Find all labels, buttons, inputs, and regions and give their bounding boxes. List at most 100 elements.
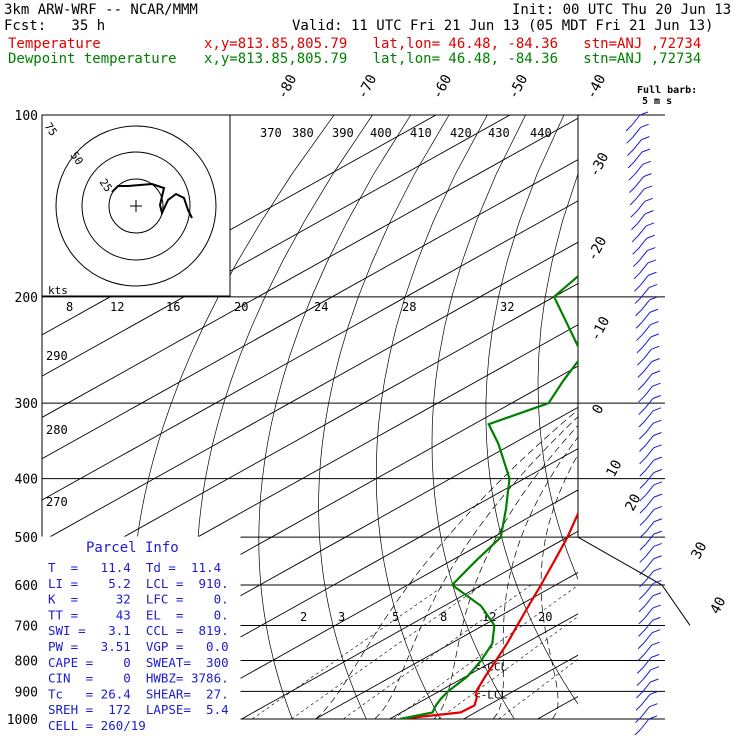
wind-barb (638, 419, 662, 440)
wind-barb-staff (645, 496, 655, 508)
wind-barb-staff (643, 361, 653, 372)
wind-barb-staff (642, 336, 652, 348)
pressure-label: 600 (15, 579, 38, 594)
parcel-info-row: T = 11.4 Td = 11.4 (48, 560, 221, 575)
theta-label: 390 (332, 126, 354, 140)
wind-scale-label: 20 (234, 300, 248, 314)
wind-barb-flag (652, 407, 662, 412)
isotherm-line (42, 115, 511, 377)
wind-barb-staff (639, 469, 647, 477)
wind-barb-flag (640, 123, 649, 128)
wind-scale-label: 12 (110, 300, 124, 314)
wind-barb (638, 616, 661, 637)
wind-barb-staff (638, 250, 648, 261)
wind-barb-flag (653, 444, 662, 449)
wind-barb-flag (649, 690, 659, 695)
pressure-label: 100 (15, 109, 38, 124)
parcel-info-row: CELL = 260/19 (48, 718, 146, 733)
pressure-label: 400 (15, 473, 38, 488)
wind-barb-staff (639, 531, 647, 539)
wind-barb-staff (643, 632, 653, 644)
pressure-label: 700 (15, 619, 38, 634)
wind-barb (634, 715, 658, 736)
wind-barb-staff (638, 432, 646, 440)
wind-barb-flag (648, 284, 658, 289)
wind-barb (637, 358, 660, 378)
wind-barb-staff (642, 681, 651, 693)
wind-barb-flag (653, 579, 662, 584)
wind-barb-staff (645, 484, 655, 496)
wind-barb-staff (640, 718, 650, 730)
theta-label: 280 (46, 423, 68, 437)
wind-barb (639, 469, 663, 489)
wind-barb-staff (640, 274, 649, 286)
wind-barb (638, 395, 661, 415)
wind-scale-label: 8 (66, 300, 73, 314)
wind-barb (639, 567, 662, 588)
wind-barb-staff (634, 284, 641, 292)
wind-barb-flag (653, 432, 662, 436)
wind-barb-staff (632, 247, 640, 255)
wind-barb (634, 271, 657, 292)
hodograph-ring (55, 125, 217, 287)
wind-barb (636, 678, 659, 699)
parcel-info-row: Tc = 26.4 SHEAR= 27. (48, 686, 229, 701)
wind-barb (637, 345, 660, 366)
parcel-info-row: LI = 5.2 LCL = 910. (48, 576, 229, 591)
wind-barb-staff (627, 161, 635, 169)
wind-barb-staff (639, 262, 649, 274)
wind-barb-flag (650, 678, 659, 683)
moist-adiabat (492, 436, 578, 719)
wind-barb-staff (629, 198, 637, 206)
hodograph-ring-label: 25 (97, 176, 115, 194)
wind-barb (638, 407, 662, 428)
theta-label: 370 (260, 126, 282, 140)
wind-barb-staff (645, 509, 655, 520)
wind-barb-staff (639, 519, 647, 526)
moist-adiabat (374, 416, 578, 719)
hodograph-units: kts (48, 284, 68, 297)
pressure-label: 500 (15, 531, 38, 546)
wind-barb-flag (653, 493, 663, 498)
dry-adiabat (375, 115, 488, 719)
moist-adiabat (433, 424, 578, 719)
pressure-label: 300 (15, 397, 38, 412)
wind-barb (635, 308, 659, 329)
wind-barb-flag (648, 715, 658, 720)
isotherm-label: -20 (584, 234, 610, 264)
wind-barb-staff (637, 654, 645, 662)
wind-barb-staff (637, 225, 647, 237)
wind-barb-flag (650, 321, 659, 326)
wind-barb-staff (638, 617, 646, 625)
wind-barb-flag (653, 505, 663, 510)
wind-barb-staff (630, 210, 638, 218)
wind-barb (638, 592, 662, 613)
hodograph-ring-label: 75 (42, 120, 60, 138)
mixing-ratio-label: 5 (392, 610, 399, 624)
parcel-info-row: CIN = 0 HWBZ= 3786. (48, 671, 229, 686)
wind-barb-staff (634, 728, 642, 736)
forecast-hour: Fcst: 35 h (4, 18, 106, 34)
wind-barb (625, 111, 649, 132)
wind-barb-staff (632, 260, 640, 267)
wind-barb-staff (644, 583, 654, 594)
theta-label: 380 (292, 126, 314, 140)
wind-barb-flag (641, 136, 650, 141)
dry-adiabat (589, 115, 740, 732)
isotherm-line (663, 115, 740, 732)
isotherm-label: -70 (354, 72, 380, 102)
wind-barb (635, 703, 658, 724)
wind-barb-flag (647, 259, 657, 264)
wind-barb (639, 493, 663, 514)
wind-barb (631, 222, 655, 243)
wind-barb (629, 173, 652, 193)
mixing-ratio-line (498, 658, 578, 719)
wind-barb-staff (644, 607, 654, 619)
wind-barb (627, 148, 651, 169)
isotherm-line (240, 530, 578, 719)
pressure-label: 800 (15, 654, 38, 669)
wind-barb (634, 284, 658, 304)
wind-barb (635, 296, 658, 317)
wind-barb (639, 456, 662, 477)
isotherm-line (314, 572, 578, 719)
